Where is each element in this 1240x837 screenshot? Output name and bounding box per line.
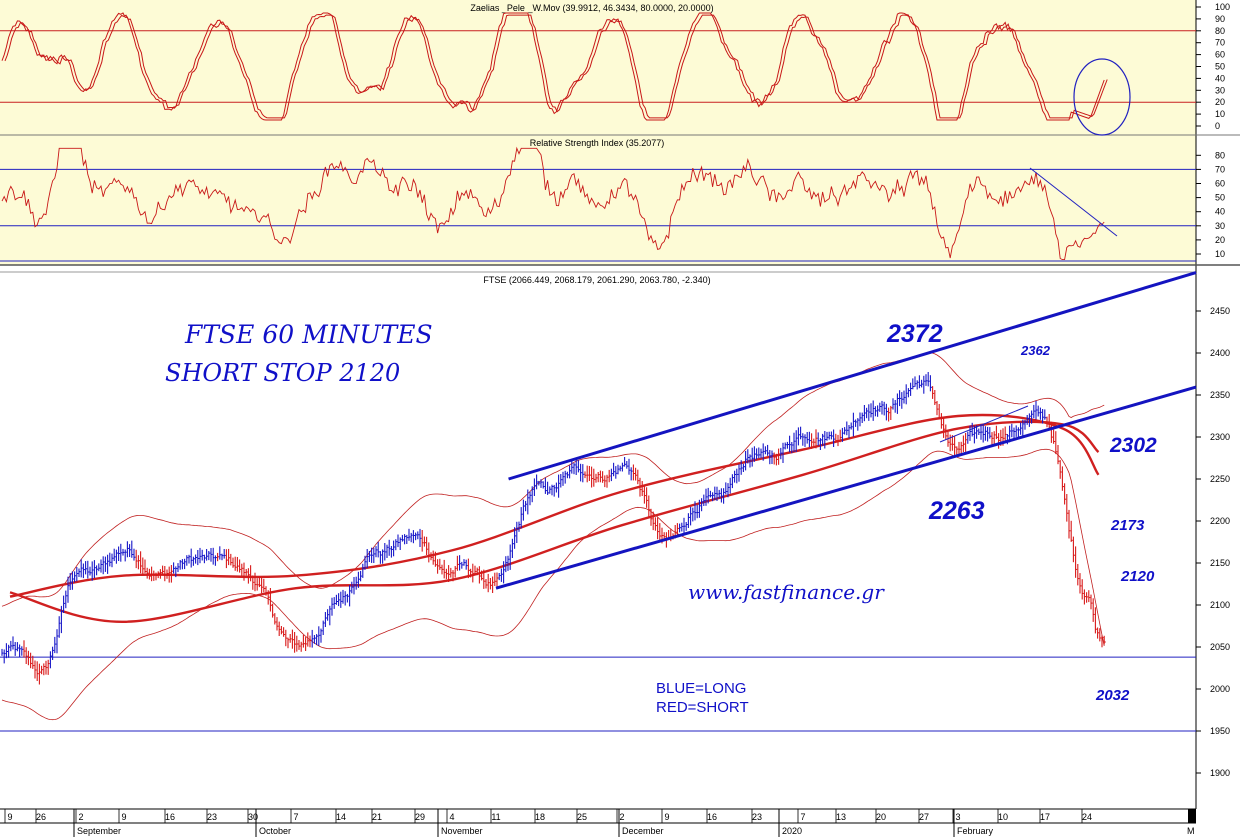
level-2263-label: 2263 [928,497,985,525]
rsi-trendline [1029,167,1118,237]
minor-trendline [939,405,1029,443]
rsi-panel [0,135,1196,265]
rsi-title: Relative Strength Index (35.2077) [530,138,665,148]
zaelias-title: Zaelias _Pele _W.Mov (39.9912, 46.3434, … [470,3,713,13]
headline-timeframe: FTSE 60 MINUTES [184,320,433,349]
x-day-label: 3 [955,812,960,822]
moving-average-2 [9,413,1100,598]
x-day-label: 30 [248,812,258,822]
x-day-label: 2 [78,812,83,822]
x-day-label: 23 [207,812,217,822]
zaelias-tick-label: 100 [1215,2,1230,12]
x-month-label: November [441,826,483,836]
x-day-label: 9 [664,812,669,822]
rsi-tick-label: 30 [1215,221,1225,231]
zaelias-tick-label: 30 [1215,85,1225,95]
rsi-tick-label: 50 [1215,193,1225,203]
zaelias-tick-label: 0 [1215,121,1220,131]
zaelias-tick-label: 80 [1215,26,1225,36]
rsi-tick-label: 10 [1215,249,1225,259]
rsi-tick-label: 60 [1215,179,1225,189]
channel-upper-line [508,271,1197,481]
zaelias-tick-label: 50 [1215,62,1225,72]
price-tick-label: 2200 [1210,516,1230,526]
rsi-line [1,146,1105,261]
level-2362-label: 2362 [1020,343,1051,358]
price-tick-label: 2100 [1210,600,1230,610]
level-2173-label: 2173 [1110,517,1145,534]
price-tick-label: 1950 [1210,726,1230,736]
x-day-label: 26 [36,812,46,822]
zaelias-tick-label: 20 [1215,97,1225,107]
zaelias-line [1,12,1105,121]
x-day-label: 20 [876,812,886,822]
website-label: www.fastfinance.gr [688,580,885,604]
moving-average-1 [9,420,1100,624]
x-day-label: 18 [535,812,545,822]
zaelias-tick-label: 10 [1215,109,1225,119]
rsi-tick-label: 40 [1215,207,1225,217]
x-month-label: February [957,826,994,836]
x-day-label: 23 [752,812,762,822]
price-panel [0,265,1196,809]
price-tick-label: 2050 [1210,642,1230,652]
channel-lower-line [495,385,1197,590]
x-day-label: 27 [919,812,929,822]
x-day-label: 2 [619,812,624,822]
zaelias-tick-label: 60 [1215,50,1225,60]
x-day-label: 7 [800,812,805,822]
x-day-label: 16 [165,812,175,822]
zaelias-signal-line [4,14,1108,119]
price-tick-label: 2450 [1210,306,1230,316]
zaelias-panel [0,0,1196,135]
x-day-label: 21 [372,812,382,822]
rsi-tick-label: 20 [1215,235,1225,245]
x-day-label: 13 [836,812,846,822]
x-month-label: 2020 [782,826,802,836]
price-tick-label: 2400 [1210,348,1230,358]
x-day-label: 7 [293,812,298,822]
level-2032-label: 2032 [1095,687,1130,704]
scroll-thumb[interactable] [1188,809,1196,823]
rsi-tick-label: 70 [1215,164,1225,174]
zaelias-tick-label: 90 [1215,14,1225,24]
price-tick-label: 2250 [1210,474,1230,484]
level-2120-label: 2120 [1120,568,1155,585]
x-day-label: 24 [1082,812,1092,822]
legend-short: RED=SHORT [656,699,749,716]
headline-stop: SHORT STOP 2120 [165,359,400,387]
x-day-label: 16 [707,812,717,822]
x-day-label: 4 [449,812,454,822]
x-edge-label: M [1187,826,1195,836]
level-2302-label: 2302 [1109,434,1157,457]
x-day-label: 10 [998,812,1008,822]
rsi-tick-label: 80 [1215,150,1225,160]
x-day-label: 17 [1040,812,1050,822]
legend-long: BLUE=LONG [656,680,746,697]
level-2372-label: 2372 [886,320,943,348]
x-day-label: 11 [491,812,500,822]
x-day-label: 9 [121,812,126,822]
price-tick-label: 2150 [1210,558,1230,568]
x-day-label: 29 [415,812,425,822]
price-tick-label: 1900 [1210,768,1230,778]
x-day-label: 14 [336,812,346,822]
highlight-ellipse [1073,58,1131,136]
price-title: FTSE (2066.449, 2068.179, 2061.290, 2063… [483,275,710,285]
x-day-label: 9 [7,812,12,822]
lower-band [1,448,1105,721]
price-tick-label: 2350 [1210,390,1230,400]
x-month-label: December [622,826,664,836]
zaelias-tick-label: 40 [1215,73,1225,83]
price-tick-label: 2300 [1210,432,1230,442]
x-day-label: 25 [577,812,587,822]
x-month-label: September [77,826,121,836]
x-month-label: October [259,826,291,836]
zaelias-tick-label: 70 [1215,38,1225,48]
price-tick-label: 2000 [1210,684,1230,694]
